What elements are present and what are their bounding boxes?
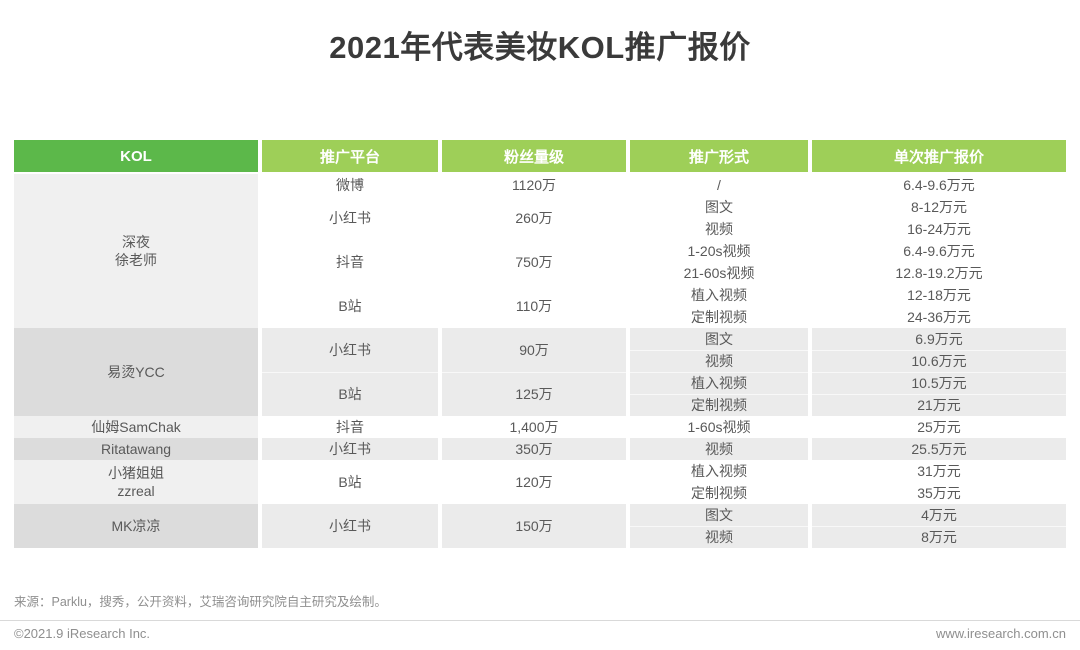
price-cell: 8万元 <box>812 526 1066 548</box>
platform-cell: B站 <box>262 460 438 504</box>
format-cell: 植入视频 <box>630 372 808 394</box>
platform-cell: 微博 <box>262 174 438 196</box>
table-row: 抖音 750万 1-20s视频 6.4-9.6万元 <box>14 240 1066 284</box>
table-row: 深夜 徐老师 微博 1120万 / 6.4-9.6万元 <box>14 174 1066 328</box>
col-header-kol: KOL <box>14 140 258 174</box>
table-row: B站 110万 植入视频 12-18万元 <box>14 284 1066 328</box>
format-cell: 视频 <box>630 438 808 460</box>
price-cell: 6.4-9.6万元 <box>812 174 1066 196</box>
table-row: Ritatawang 小红书 350万 视频 25.5万元 <box>14 438 1066 460</box>
price-cell: 4万元 <box>812 504 1066 526</box>
price-cell: 6.9万元 <box>812 328 1066 350</box>
kol-cell: 小猪姐姐 zzreal <box>14 460 258 504</box>
table-row: 视频 16-24万元 <box>14 218 1066 240</box>
price-cell: 25万元 <box>812 416 1066 438</box>
footer-copyright: ©2021.9 iResearch Inc. <box>14 626 151 641</box>
format-cell: 视频 <box>630 526 808 548</box>
page-title: 2021年代表美妆KOL推广报价 <box>329 30 751 65</box>
format-cell: 视频 <box>630 350 808 372</box>
fans-cell: 125万 <box>442 372 626 416</box>
footer-website: www.iresearch.com.cn <box>935 626 1066 641</box>
format-cell: 1-20s视频 <box>630 240 808 262</box>
price-cell: 10.6万元 <box>812 350 1066 372</box>
fans-cell: 150万 <box>442 504 626 548</box>
kol-cell: 仙姆SamChak <box>14 416 258 438</box>
footer-divider <box>0 620 1080 621</box>
format-cell: 定制视频 <box>630 306 808 328</box>
fans-cell: 1120万 <box>442 174 626 196</box>
col-header-price: 单次推广报价 <box>812 140 1066 174</box>
table-row: 易烫YCC 小红书 90万 图文 6.9万元 <box>14 328 1066 416</box>
table-row: 定制视频 35万元 <box>14 482 1066 504</box>
fans-cell: 120万 <box>442 460 626 504</box>
price-cell: 8-12万元 <box>812 196 1066 218</box>
price-cell: 31万元 <box>812 460 1066 482</box>
table-row: 定制视频 24-36万元 <box>14 306 1066 328</box>
format-cell: / <box>630 174 808 196</box>
fans-cell: 350万 <box>442 438 626 460</box>
col-header-fans: 粉丝量级 <box>442 140 626 174</box>
table-row: 小猪姐姐 zzreal B站 120万 植入视频 31万元 <box>14 460 1066 504</box>
format-cell: 植入视频 <box>630 284 808 306</box>
platform-cell: 小红书 <box>262 438 438 460</box>
platform-cell: 抖音 <box>262 416 438 438</box>
fans-cell: 750万 <box>442 240 626 284</box>
fans-cell: 1,400万 <box>442 416 626 438</box>
kol-cell: Ritatawang <box>14 438 258 460</box>
table-row: 小红书 260万 图文 8-12万元 <box>14 196 1066 240</box>
fans-cell: 90万 <box>442 328 626 372</box>
price-cell: 35万元 <box>812 482 1066 504</box>
format-cell: 图文 <box>630 196 808 218</box>
table-row: 视频 10.6万元 <box>14 350 1066 372</box>
price-cell: 12-18万元 <box>812 284 1066 306</box>
platform-cell: B站 <box>262 372 438 416</box>
col-header-platform: 推广平台 <box>262 140 438 174</box>
price-cell: 6.4-9.6万元 <box>812 240 1066 262</box>
table-row: 21-60s视频 12.8-19.2万元 <box>14 262 1066 284</box>
price-cell: 10.5万元 <box>812 372 1066 394</box>
kol-cell: 深夜 徐老师 <box>14 174 258 328</box>
price-cell: 24-36万元 <box>812 306 1066 328</box>
price-cell: 16-24万元 <box>812 218 1066 240</box>
col-header-format: 推广形式 <box>630 140 808 174</box>
price-cell: 21万元 <box>812 394 1066 416</box>
table-row: 视频 8万元 <box>14 526 1066 548</box>
kol-pricing-table: KOL 推广平台 粉丝量级 推广形式 单次推广报价 深夜 徐老师 微博 1120… <box>10 140 1070 548</box>
table-row: 定制视频 21万元 <box>14 394 1066 416</box>
format-cell: 1-60s视频 <box>630 416 808 438</box>
kol-cell: MK凉凉 <box>14 504 258 548</box>
format-cell: 图文 <box>630 328 808 350</box>
source-note: 来源：Parklu，搜秀，公开资料，艾瑞咨询研究院自主研究及绘制。 <box>14 595 387 609</box>
platform-cell: 小红书 <box>262 196 438 240</box>
price-cell: 25.5万元 <box>812 438 1066 460</box>
kol-cell: 易烫YCC <box>14 328 258 416</box>
format-cell: 视频 <box>630 218 808 240</box>
platform-cell: B站 <box>262 284 438 328</box>
table-row: B站 125万 植入视频 10.5万元 <box>14 372 1066 416</box>
platform-cell: 小红书 <box>262 504 438 548</box>
table-row: MK凉凉 小红书 150万 图文 4万元 <box>14 504 1066 548</box>
format-cell: 定制视频 <box>630 482 808 504</box>
format-cell: 植入视频 <box>630 460 808 482</box>
platform-cell: 抖音 <box>262 240 438 284</box>
format-cell: 21-60s视频 <box>630 262 808 284</box>
price-cell: 12.8-19.2万元 <box>812 262 1066 284</box>
table-header-row: KOL 推广平台 粉丝量级 推广形式 单次推广报价 <box>14 140 1066 174</box>
fans-cell: 110万 <box>442 284 626 328</box>
fans-cell: 260万 <box>442 196 626 240</box>
platform-cell: 小红书 <box>262 328 438 372</box>
format-cell: 定制视频 <box>630 394 808 416</box>
format-cell: 图文 <box>630 504 808 526</box>
table-row: 仙姆SamChak 抖音 1,400万 1-60s视频 25万元 <box>14 416 1066 438</box>
